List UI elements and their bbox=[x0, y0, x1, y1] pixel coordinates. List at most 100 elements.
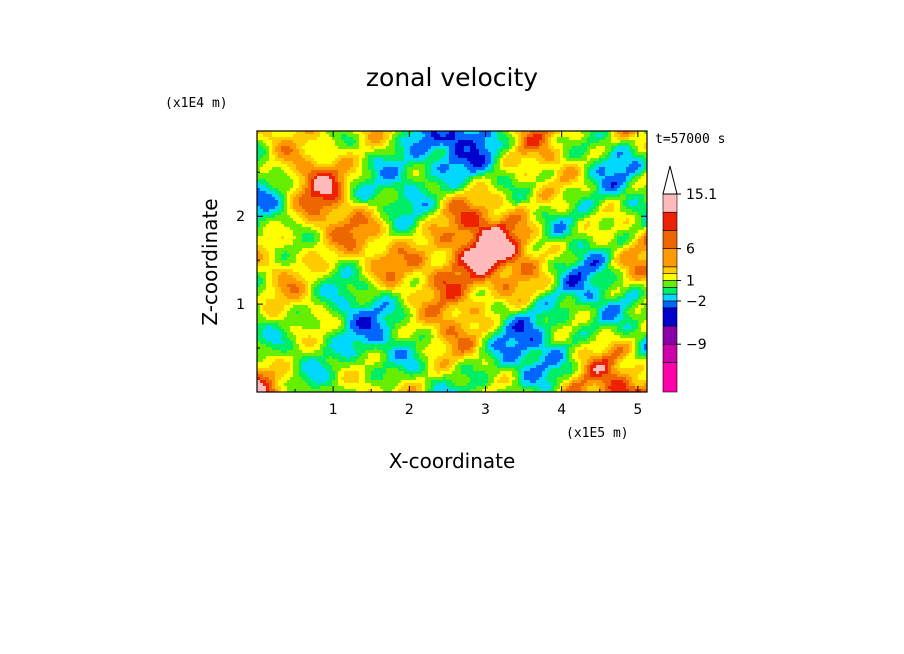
field-cell bbox=[293, 230, 297, 234]
field-cell bbox=[467, 206, 471, 210]
field-cell bbox=[368, 221, 372, 225]
field-cell bbox=[320, 143, 324, 147]
field-cell bbox=[542, 161, 546, 165]
field-cell bbox=[467, 164, 471, 168]
field-cell bbox=[404, 161, 408, 165]
field-cell bbox=[491, 155, 495, 159]
field-cell bbox=[314, 206, 318, 210]
field-cell bbox=[620, 173, 624, 177]
field-cell bbox=[608, 158, 612, 162]
field-cell bbox=[449, 224, 453, 228]
field-cell bbox=[578, 179, 582, 183]
field-cell bbox=[476, 164, 480, 168]
field-cell bbox=[278, 158, 282, 162]
field-cell bbox=[293, 131, 297, 135]
field-cell bbox=[617, 194, 621, 198]
field-cell bbox=[356, 146, 360, 150]
field-cell bbox=[440, 143, 444, 147]
field-cell bbox=[335, 179, 339, 183]
field-cell bbox=[527, 152, 531, 156]
field-cell bbox=[395, 218, 399, 222]
field-cell bbox=[341, 230, 345, 234]
field-cell bbox=[362, 149, 366, 153]
field-cell bbox=[275, 239, 279, 243]
field-cell bbox=[365, 137, 369, 141]
field-cell bbox=[629, 221, 633, 225]
field-cell bbox=[377, 215, 381, 219]
field-cell bbox=[398, 155, 402, 159]
field-cell bbox=[359, 161, 363, 165]
field-cell bbox=[629, 137, 633, 141]
field-cell bbox=[536, 152, 540, 156]
field-cell bbox=[332, 200, 336, 204]
field-cell bbox=[338, 185, 342, 189]
field-cell bbox=[617, 170, 621, 174]
field-cell bbox=[473, 149, 477, 153]
field-cell bbox=[347, 203, 351, 207]
field-cell bbox=[395, 245, 399, 249]
field-cell bbox=[377, 176, 381, 180]
field-cell bbox=[614, 215, 618, 219]
field-cell bbox=[461, 218, 465, 222]
field-cell bbox=[437, 137, 441, 141]
field-cell bbox=[389, 197, 393, 201]
field-cell bbox=[500, 218, 504, 222]
field-cell bbox=[299, 230, 303, 234]
field-cell bbox=[593, 149, 597, 153]
field-cell bbox=[452, 179, 456, 183]
field-cell bbox=[581, 227, 585, 231]
field-cell bbox=[545, 206, 549, 210]
field-cell bbox=[455, 149, 459, 153]
field-cell bbox=[338, 215, 342, 219]
field-cell bbox=[305, 236, 309, 240]
field-cell bbox=[641, 188, 645, 192]
field-cell bbox=[527, 227, 531, 231]
field-cell bbox=[302, 218, 306, 222]
field-cell bbox=[605, 221, 609, 225]
field-cell bbox=[470, 224, 474, 228]
field-cell bbox=[431, 197, 435, 201]
field-cell bbox=[605, 200, 609, 204]
field-cell bbox=[575, 242, 579, 246]
field-cell bbox=[467, 230, 471, 234]
field-cell bbox=[608, 140, 612, 144]
field-cell bbox=[365, 131, 369, 135]
field-cell bbox=[257, 227, 261, 231]
field-cell bbox=[335, 203, 339, 207]
field-cell bbox=[542, 224, 546, 228]
field-cell bbox=[413, 143, 417, 147]
field-cell bbox=[599, 155, 603, 159]
field-cell bbox=[542, 176, 546, 180]
field-cell bbox=[524, 176, 528, 180]
field-cell bbox=[605, 185, 609, 189]
field-cell bbox=[626, 173, 630, 177]
field-cell bbox=[512, 218, 516, 222]
field-cell bbox=[614, 143, 618, 147]
field-cell bbox=[362, 167, 366, 171]
field-cell bbox=[512, 212, 516, 216]
field-cell bbox=[296, 245, 300, 249]
field-cell bbox=[278, 242, 282, 246]
field-cell bbox=[347, 161, 351, 165]
field-cell bbox=[320, 179, 324, 183]
field-cell bbox=[566, 137, 570, 141]
field-cell bbox=[365, 182, 369, 186]
field-cell bbox=[440, 197, 444, 201]
field-cell bbox=[416, 146, 420, 150]
field-cell bbox=[323, 179, 327, 183]
field-cell bbox=[608, 185, 612, 189]
field-cell bbox=[278, 164, 282, 168]
field-cell bbox=[308, 230, 312, 234]
field-cell bbox=[512, 155, 516, 159]
field-cell bbox=[419, 164, 423, 168]
field-cell bbox=[551, 194, 555, 198]
field-cell bbox=[563, 164, 567, 168]
field-cell bbox=[491, 194, 495, 198]
field-cell bbox=[506, 161, 510, 165]
field-cell bbox=[566, 164, 570, 168]
field-cell bbox=[323, 191, 327, 195]
field-cell bbox=[401, 236, 405, 240]
field-cell bbox=[506, 218, 510, 222]
field-cell bbox=[536, 173, 540, 177]
field-cell bbox=[644, 227, 647, 231]
